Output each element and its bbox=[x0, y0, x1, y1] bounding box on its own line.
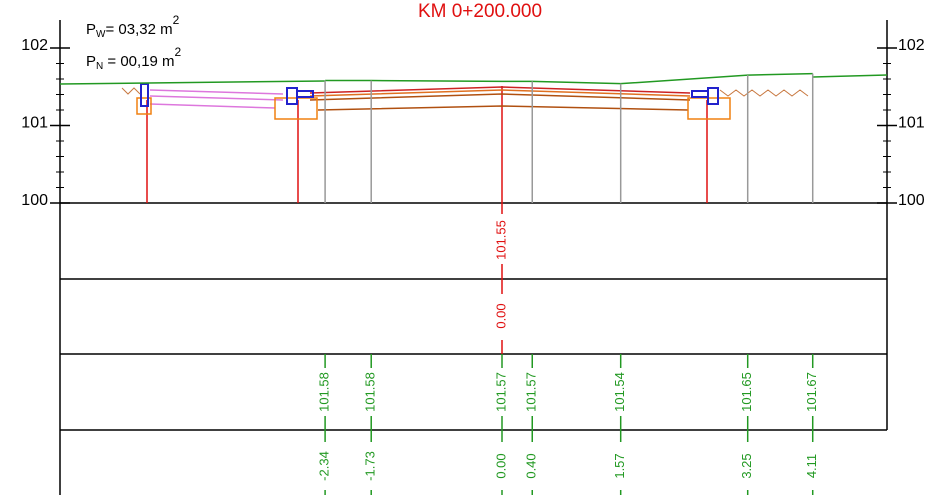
area-labels: PW= 03,32 m2 PN = 00,19 m2 bbox=[86, 13, 182, 71]
band-label: 101.65 bbox=[739, 372, 754, 412]
frame bbox=[59, 20, 888, 495]
band-label: -2.34 bbox=[317, 451, 332, 481]
band-label: 101.58 bbox=[363, 372, 378, 412]
title: KM 0+200.000 bbox=[418, 1, 542, 22]
tick-label: 101 bbox=[21, 115, 48, 132]
band-label: 101.54 bbox=[612, 372, 627, 412]
band-label: 0.40 bbox=[524, 453, 539, 478]
band-label: 101.57 bbox=[493, 372, 508, 412]
band-label: 101.55 bbox=[493, 220, 508, 260]
band-label: 1.57 bbox=[612, 453, 627, 478]
tick-label: 100 bbox=[898, 192, 925, 209]
band-label: 101.67 bbox=[804, 372, 819, 412]
label-bg bbox=[494, 214, 510, 264]
band-label: 3.25 bbox=[739, 453, 754, 478]
structure-lines bbox=[146, 86, 708, 354]
tick-label: 100 bbox=[21, 192, 48, 209]
pavement bbox=[59, 74, 888, 120]
band-label: 101.58 bbox=[317, 372, 332, 412]
area-label: PN = 00,19 m2 bbox=[86, 45, 182, 71]
tick-label: 101 bbox=[898, 115, 925, 132]
tick-label: 102 bbox=[21, 37, 48, 54]
band-label: 101.57 bbox=[524, 372, 539, 412]
area-label: PW= 03,32 m2 bbox=[86, 13, 180, 39]
band-label: 4.11 bbox=[804, 454, 819, 478]
minor-ticks bbox=[56, 63, 891, 188]
tick-label: 102 bbox=[898, 37, 925, 54]
band-label: 0.00 bbox=[493, 303, 508, 328]
band-label: 0.00 bbox=[493, 453, 508, 478]
band-label: -1.73 bbox=[363, 451, 378, 481]
terrain-line bbox=[325, 72, 813, 85]
label-bg bbox=[494, 294, 510, 340]
